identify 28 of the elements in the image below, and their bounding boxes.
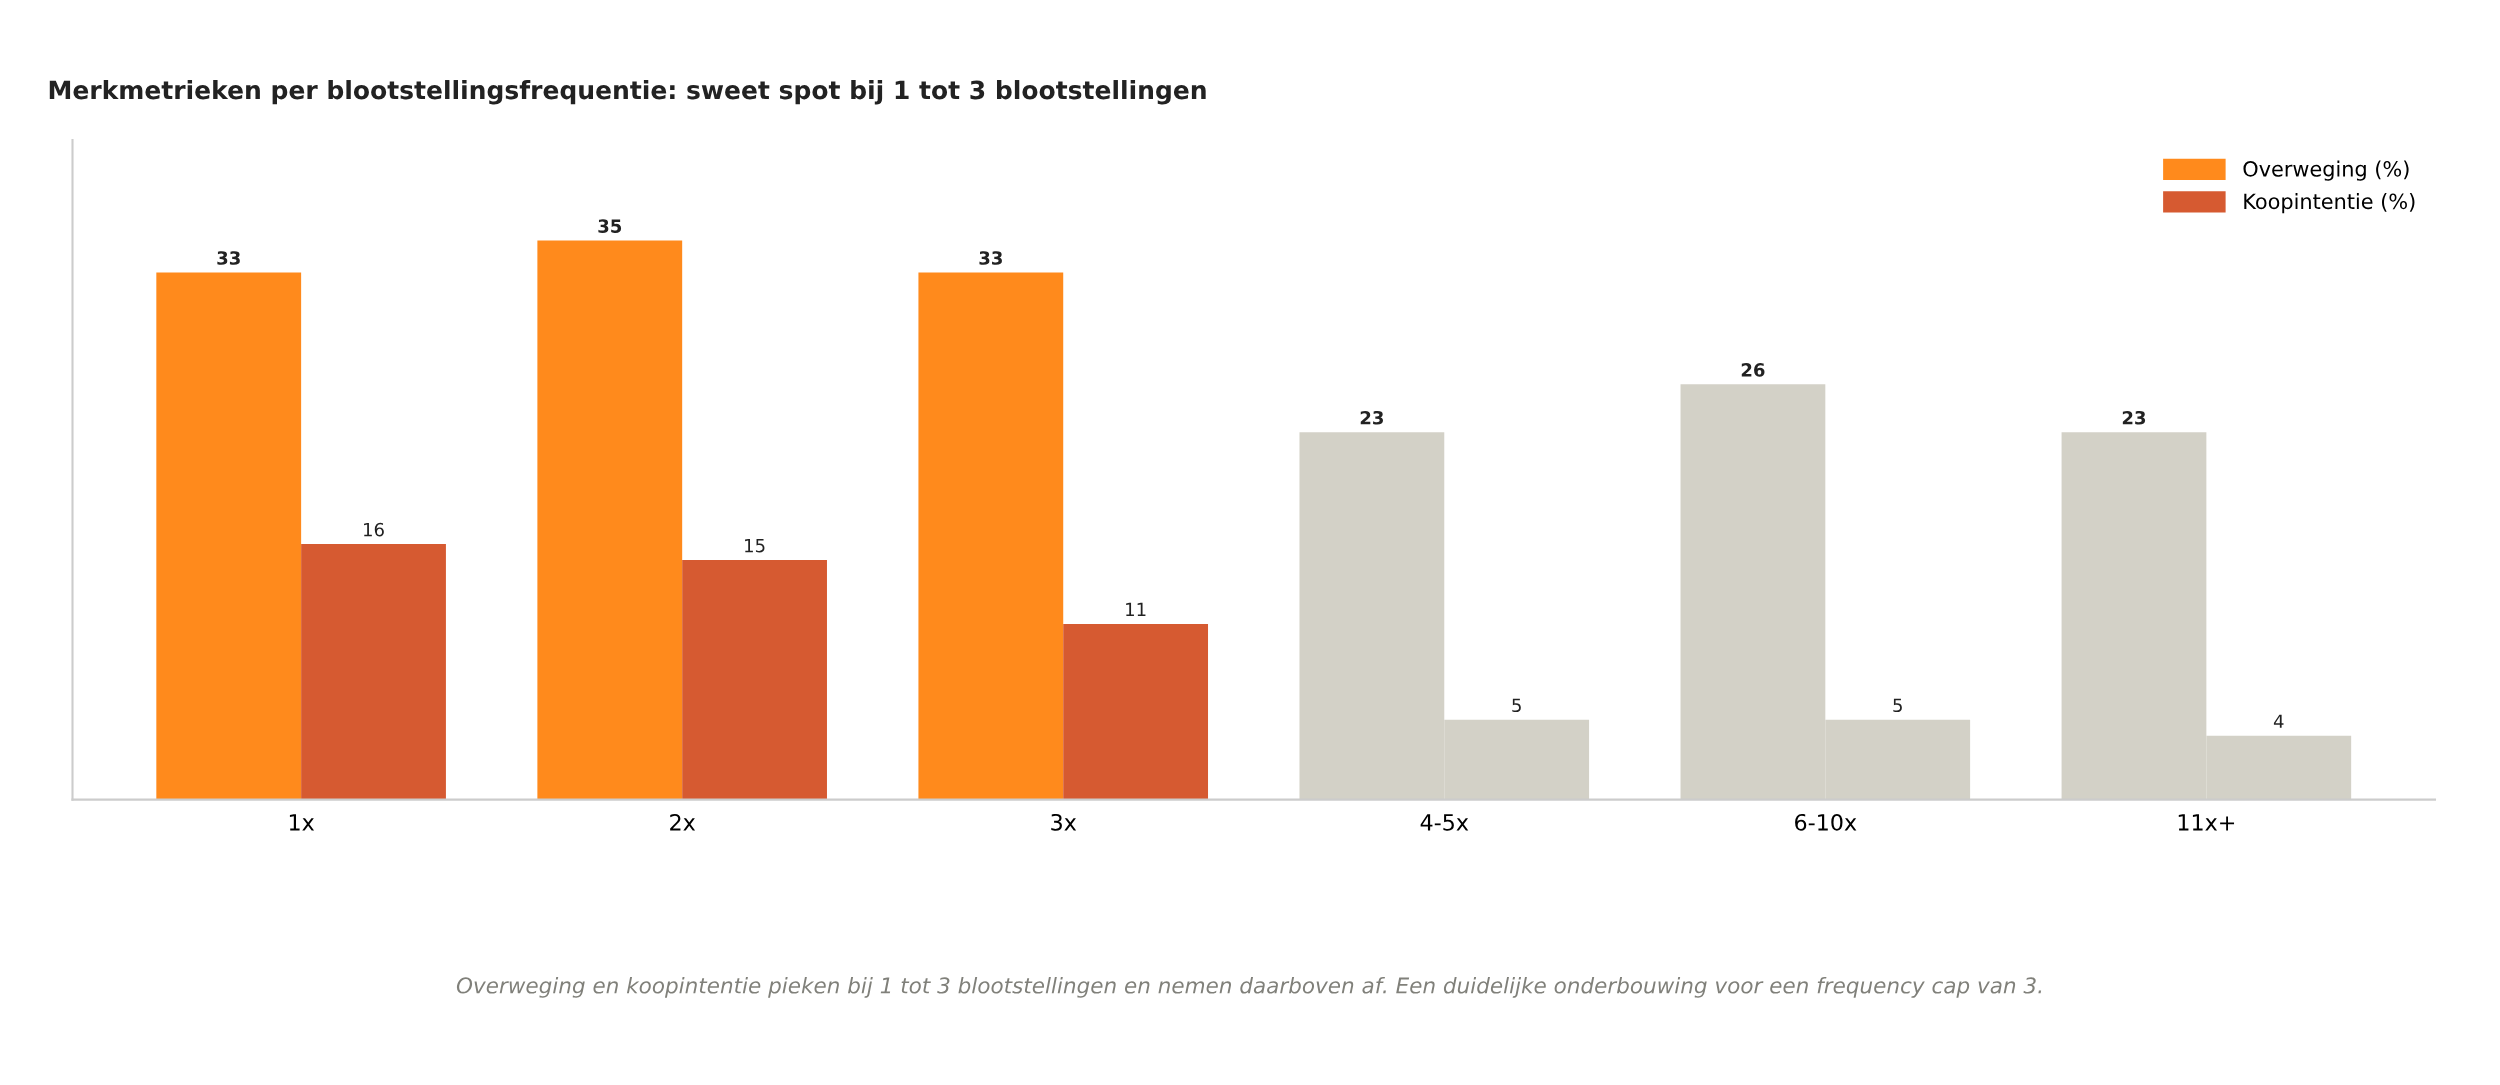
data-label: 35 [598, 219, 622, 233]
data-label: 26 [1741, 363, 1765, 377]
x-tick-label: 1x [289, 814, 315, 831]
bar [156, 272, 302, 800]
data-label: 33 [217, 251, 240, 265]
bar [1063, 623, 1209, 800]
bar [682, 560, 827, 800]
data-label: 5 [1893, 698, 1902, 713]
chart-title: Merkmetrieken per blootstellingsfrequentie: sweet spot bij 1 tot 3 blootstellingen [49, 80, 1206, 105]
data-label: 33 [979, 251, 1002, 265]
legend-label: Koopintentie (%) [2244, 193, 2415, 214]
x-tick-label: 3x [1051, 813, 1077, 831]
data-label: 11 [1126, 602, 1146, 617]
data-label: 23 [1360, 410, 1383, 425]
x-tick-label: 11x+ [2178, 814, 2235, 831]
data-label: 5 [1512, 698, 1521, 713]
legend-label: Overweging (%) [2243, 160, 2409, 181]
bar [301, 544, 446, 800]
data-label: 15 [745, 538, 765, 553]
x-tick-label: 2x [670, 813, 696, 831]
text: Overweging en koopintentie pieken bij 1 tot 3 blootstellingen en nemen daarboven af. Een duidelijke onderbouwing voor een frequency cap van 3. [456, 976, 2042, 998]
data-label: 4 [2273, 714, 2284, 728]
bar [918, 272, 1064, 800]
data-label: 23 [2122, 410, 2146, 425]
bar [537, 240, 683, 800]
data-label: 16 [364, 522, 384, 537]
x-tick-label: 4-5x [1420, 814, 1469, 831]
x-tick-label: 6-10x [1795, 813, 1857, 831]
